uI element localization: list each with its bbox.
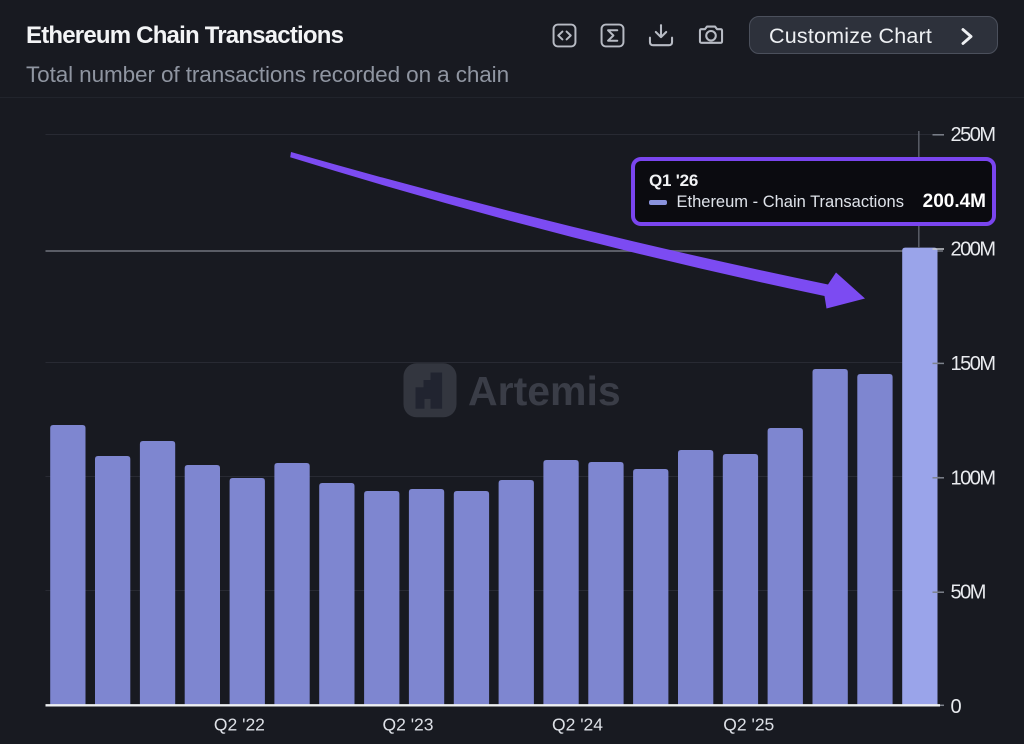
svg-text:Artemis: Artemis xyxy=(468,368,621,414)
svg-text:200M: 200M xyxy=(951,238,996,260)
svg-text:Q2 '24: Q2 '24 xyxy=(552,715,603,735)
svg-text:0: 0 xyxy=(951,696,962,718)
svg-text:Q2 '25: Q2 '25 xyxy=(723,715,774,735)
svg-text:150M: 150M xyxy=(951,353,996,375)
svg-text:250M: 250M xyxy=(951,124,996,146)
svg-text:100M: 100M xyxy=(951,467,996,489)
svg-text:Q2 '22: Q2 '22 xyxy=(214,715,265,735)
svg-text:50M: 50M xyxy=(951,582,986,604)
svg-text:Q2 '23: Q2 '23 xyxy=(382,715,433,735)
